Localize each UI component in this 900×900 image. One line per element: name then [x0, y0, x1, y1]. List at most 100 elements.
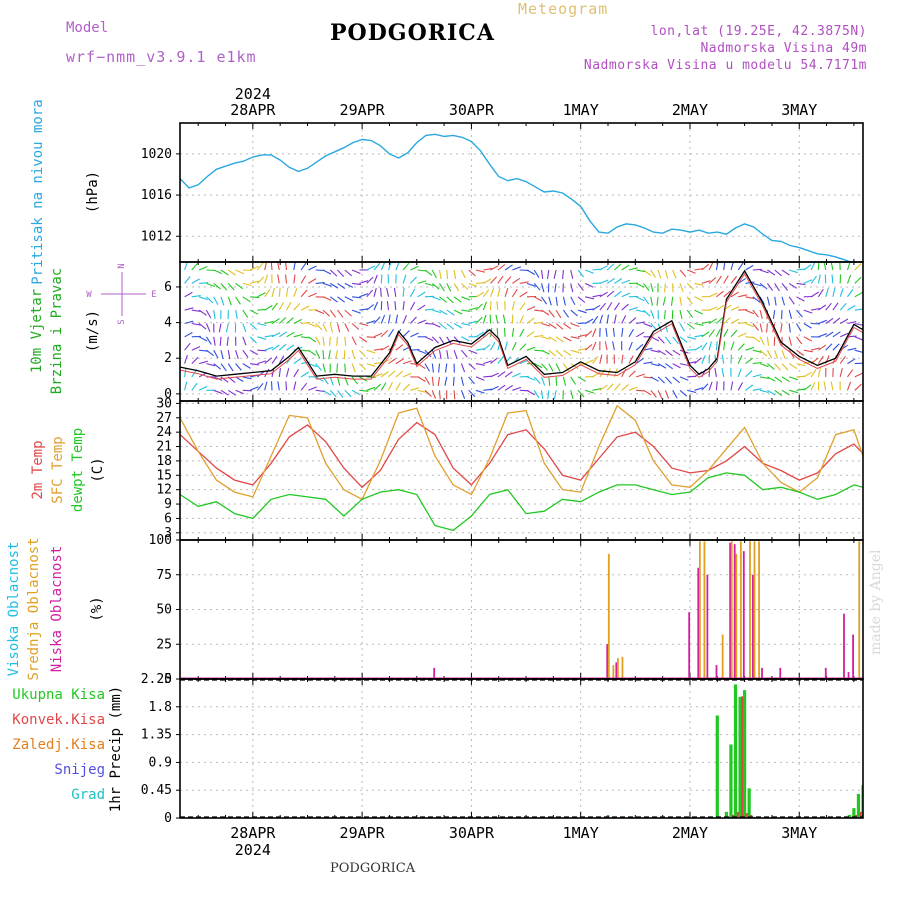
wind-barb — [701, 383, 709, 391]
wind-barb — [752, 323, 759, 331]
wind-barb — [301, 322, 311, 325]
wind-barb — [570, 390, 574, 400]
wind-barb — [694, 322, 704, 326]
compass-s-label: S — [117, 319, 127, 324]
y-tick-label: 30 — [156, 396, 172, 411]
wind-barb — [752, 388, 762, 391]
wind-barb — [650, 376, 659, 382]
wind-barb — [643, 361, 653, 365]
precip-unit-label: 1hr Precip (mm) — [108, 686, 124, 812]
wind-barb — [511, 341, 517, 351]
wind-barb — [293, 303, 301, 311]
wind-barb — [504, 371, 513, 378]
precip-legend-label: Zaledj.Kisa — [12, 737, 105, 753]
wind-barb — [788, 309, 793, 319]
wind-barb — [264, 305, 273, 311]
wind-barb — [424, 269, 433, 276]
wind-barb — [854, 263, 862, 271]
wind-barb — [533, 390, 540, 399]
wind-barb — [359, 322, 369, 327]
wind-barb — [694, 357, 702, 365]
wind-barb — [570, 283, 574, 293]
wind-barb — [628, 355, 634, 364]
wind-barb — [606, 290, 615, 298]
wind-barb — [227, 350, 231, 360]
wind-barb — [490, 276, 498, 284]
wind-barb — [431, 282, 440, 290]
wind-barb — [766, 283, 774, 291]
wind-barb — [402, 301, 405, 311]
wind-barb — [737, 368, 742, 378]
wind-barb — [796, 282, 806, 286]
wind-barb — [730, 276, 738, 284]
wind-barb — [839, 355, 846, 364]
wind-barb — [548, 296, 552, 306]
wind-barb — [745, 309, 755, 315]
wind-barb — [431, 349, 437, 359]
wind-barb — [854, 322, 863, 326]
low-cloud-axis-label: Niska Oblacnost — [49, 546, 65, 672]
wind-barb — [555, 376, 558, 386]
wind-barb — [781, 283, 789, 291]
wind-barb — [774, 269, 782, 277]
wind-barb — [723, 290, 731, 298]
station-altitude: Nadmorska Visina 49m — [700, 41, 867, 56]
y-tick-label: 24 — [156, 425, 172, 440]
wind-barb — [672, 390, 678, 399]
wind-barb — [286, 317, 294, 324]
wind-barb — [730, 381, 734, 391]
wind-barb — [198, 265, 208, 271]
wind-barb — [715, 275, 722, 284]
wind-barb — [410, 348, 420, 351]
wind-barb — [453, 390, 456, 400]
wind-barb — [788, 323, 791, 333]
wind-barb — [708, 277, 717, 284]
wind-barb — [453, 309, 463, 315]
wind-barb — [511, 327, 515, 337]
wind-barb — [686, 269, 696, 274]
wind-barb — [496, 301, 499, 311]
wind-barb — [614, 290, 622, 298]
wind-barb — [373, 287, 377, 297]
wind-barb — [650, 269, 656, 278]
wind-barb — [628, 370, 636, 378]
wind-barb — [475, 348, 485, 351]
wind-barb — [541, 336, 551, 340]
wind-barb — [366, 320, 376, 325]
wind-barb — [504, 288, 509, 297]
wind-barb — [286, 344, 295, 351]
wind-barb — [664, 269, 669, 279]
wind-barb — [823, 381, 827, 391]
wind-barb — [351, 363, 356, 373]
wind-barb — [351, 309, 361, 314]
wind-barb — [621, 327, 624, 337]
wind-barb — [264, 334, 274, 338]
wind-barb — [308, 265, 317, 271]
wind-barb — [614, 263, 622, 271]
wind-barb — [512, 386, 522, 391]
wind-barb — [803, 309, 813, 314]
wind-barb — [789, 269, 798, 274]
wind-barb — [730, 329, 738, 338]
wind-barb — [839, 332, 849, 338]
wind-barb — [402, 360, 412, 365]
wind-barb — [745, 384, 754, 391]
panel-frame — [179, 400, 864, 541]
top-date-label: 2MAY — [672, 101, 708, 119]
y-tick-label: 15 — [156, 468, 172, 483]
wind-barb — [468, 349, 478, 355]
wind-barb — [745, 346, 755, 351]
wind-barb — [708, 329, 715, 338]
precip-legend-label: Snijeg — [54, 762, 105, 778]
wind-barb — [686, 309, 694, 318]
wind-barb — [606, 278, 615, 284]
wind-barb — [817, 288, 824, 298]
wind-barb — [621, 292, 631, 298]
wind-barb — [679, 389, 688, 397]
wind-barb — [184, 291, 193, 298]
wind-barb — [337, 309, 344, 318]
top-date-label: 30APR — [449, 101, 495, 119]
wind-barb — [636, 309, 646, 313]
wind-barb — [373, 316, 381, 324]
wind-barb — [628, 328, 634, 338]
